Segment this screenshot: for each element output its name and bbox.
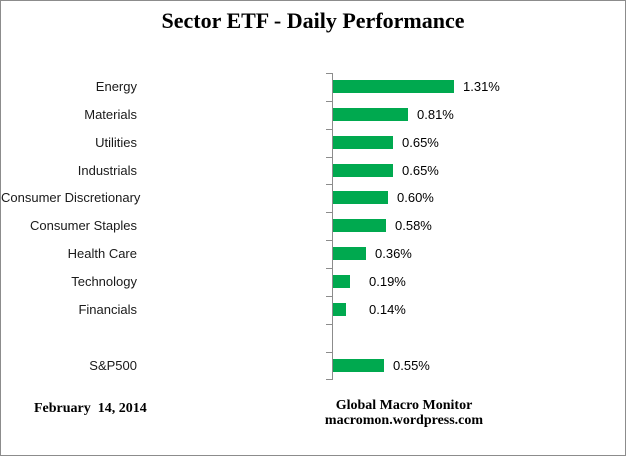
category-axis-line <box>332 73 333 380</box>
axis-tick-mark <box>326 296 332 297</box>
bar <box>333 302 346 316</box>
category-label: Energy <box>95 79 137 94</box>
chart-row: Materials 0.81% <box>1 101 625 129</box>
category-label: Health Care <box>67 246 137 262</box>
value-label: 0.81% <box>417 106 454 122</box>
axis-tick-mark <box>326 379 332 380</box>
chart-title: Sector ETF - Daily Performance <box>161 8 465 33</box>
value-label: 0.58% <box>395 218 432 234</box>
category-label: Consumer Discretionary <box>1 190 141 206</box>
axis-tick-mark <box>326 157 332 158</box>
chart-row: Industrials 0.65% <box>1 157 625 185</box>
attribution-line-1: Global Macro Monitor <box>335 398 473 413</box>
axis-tick-mark <box>326 352 332 353</box>
bar <box>333 247 366 261</box>
category-label: Financials <box>78 301 137 317</box>
axis-tick-mark <box>326 184 332 185</box>
chart-row: Health Care 0.36% <box>1 240 625 268</box>
axis-tick-mark <box>326 268 332 269</box>
bar <box>333 191 388 205</box>
category-label: Industrials <box>77 162 137 178</box>
bar <box>333 80 454 93</box>
value-label: 0.55% <box>393 357 430 373</box>
category-label: Utilities <box>95 134 137 150</box>
value-label: 0.19% <box>369 274 406 290</box>
value-label: 0.60% <box>397 190 434 206</box>
category-label: S&P500 <box>89 357 137 373</box>
category-label: Technology <box>71 274 137 290</box>
bar <box>333 275 350 289</box>
category-label: Materials <box>84 106 137 122</box>
bar <box>333 358 384 372</box>
bar <box>333 107 408 121</box>
axis-tick-mark <box>326 73 332 74</box>
value-label: 0.36% <box>375 246 412 262</box>
axis-tick-mark <box>326 101 332 102</box>
bar-chart-plot-area: Energy 1.31% Materials 0.81% Utilities 0.65% I… <box>1 73 625 381</box>
axis-tick-mark <box>326 240 332 241</box>
chart-row: Energy 1.31% <box>1 73 625 101</box>
chart-row: Technology 0.19% <box>1 268 625 296</box>
value-label: 0.14% <box>369 301 406 317</box>
chart-row: Consumer Staples 0.58% <box>1 212 625 240</box>
category-label: Consumer Staples <box>30 218 137 234</box>
axis-tick-mark <box>326 324 332 325</box>
value-label: 1.31% <box>463 79 500 94</box>
chart-row: S&P500 0.55% <box>1 352 625 380</box>
chart-row <box>1 324 625 352</box>
value-label: 0.65% <box>402 162 439 178</box>
axis-tick-mark <box>326 212 332 213</box>
bar <box>333 163 393 177</box>
chart-row: Consumer Discretionary 0.60% <box>1 184 625 212</box>
footer-attribution: Global Macro Monitor macromon.wordpress.… <box>299 399 509 429</box>
axis-tick-mark <box>326 129 332 130</box>
footer-date: February 14, 2014 <box>34 401 147 416</box>
value-label: 0.65% <box>402 134 439 150</box>
attribution-line-2: macromon.wordpress.com <box>324 413 484 428</box>
bar <box>333 135 393 149</box>
chart-row: Financials 0.14% <box>1 296 625 324</box>
chart-row: Utilities 0.65% <box>1 129 625 157</box>
bar <box>333 219 386 233</box>
